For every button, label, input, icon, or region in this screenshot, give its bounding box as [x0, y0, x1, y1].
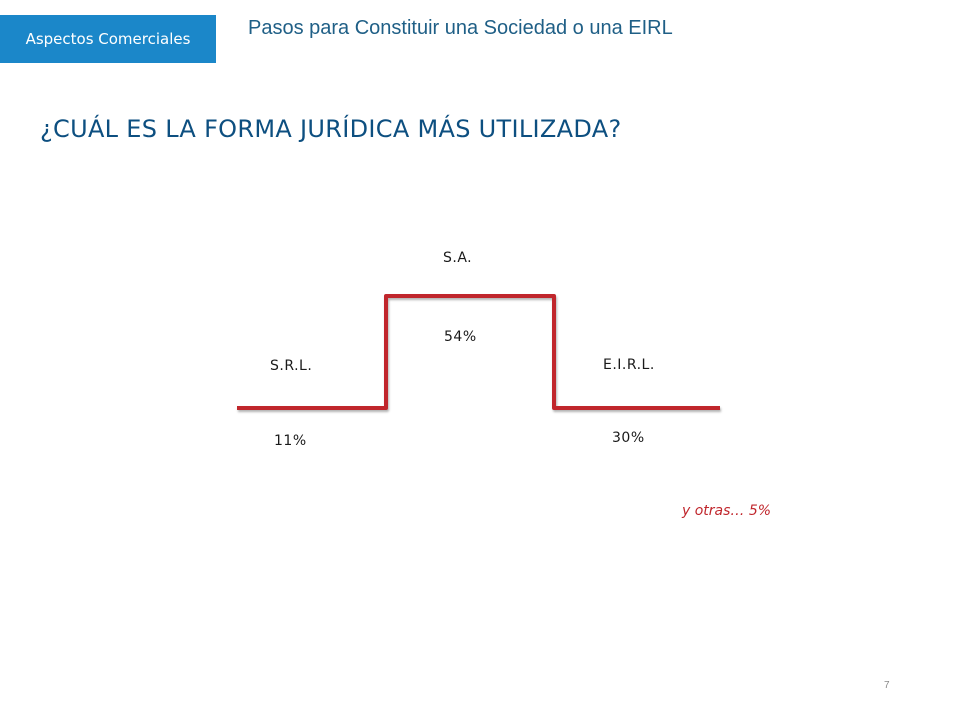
category-label-sa: S.A.: [443, 250, 473, 266]
category-label-srl: S.R.L.: [270, 358, 313, 374]
value-label-sa: 54%: [444, 329, 477, 345]
section-badge: Aspectos Comerciales: [0, 15, 216, 63]
category-label-eirl: E.I.R.L.: [603, 357, 655, 373]
slide-subtitle: Pasos para Constituir una Sociedad o una…: [248, 17, 673, 39]
step-line: [237, 294, 720, 410]
value-label-srl: 11%: [274, 433, 307, 449]
others-note: y otras… 5%: [682, 503, 772, 519]
slide-heading: ¿CUÁL ES LA FORMA JURÍDICA MÁS UTILIZADA…: [40, 115, 622, 143]
value-label-eirl: 30%: [612, 430, 645, 446]
page-number: 7: [884, 680, 890, 691]
